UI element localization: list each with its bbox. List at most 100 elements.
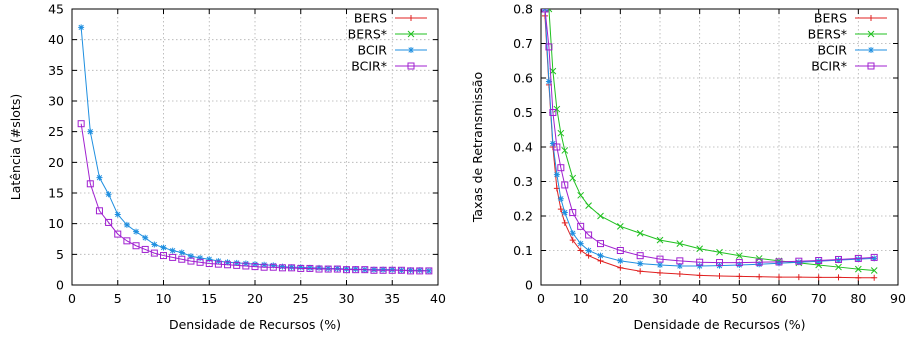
point-bcir	[325, 265, 332, 272]
point-bcir-star	[597, 240, 604, 248]
y-tick-label: 0.5	[513, 105, 533, 120]
legend-label: BCIR	[358, 43, 388, 58]
x-tick-label: 10	[156, 291, 172, 306]
point-bcir	[206, 256, 213, 263]
legend-label: BCIR*	[351, 59, 387, 74]
point-bers-star	[407, 30, 415, 38]
point-bcir	[855, 256, 862, 263]
point-bcir	[233, 259, 240, 266]
y-tick-label: 0.3	[513, 174, 533, 189]
y-axis-label: Taxas de Retransmissão	[470, 72, 485, 223]
point-bcir	[585, 247, 592, 254]
point-bcir-star	[370, 266, 378, 274]
point-bcir-star	[854, 254, 862, 262]
point-bcir	[343, 266, 350, 273]
point-bcir-star	[407, 267, 415, 275]
chart-left: Densidade de Recursos (%) Latência (#slo…	[8, 2, 446, 333]
legend-label: BERS*	[808, 27, 847, 42]
y-tick-label: 0.7	[513, 36, 533, 51]
point-bcir-star	[407, 62, 415, 70]
point-bers-star	[561, 147, 569, 154]
point-bcir	[114, 211, 121, 218]
point-bers-star	[553, 105, 561, 113]
point-bers-star	[735, 252, 743, 260]
y-tick-label: 0.2	[513, 209, 533, 224]
y-tick-label: 0.6	[513, 71, 533, 86]
point-bcir-star	[187, 257, 195, 265]
point-bcir-star	[86, 180, 94, 188]
point-bcir-star	[545, 43, 553, 51]
point-bcir	[96, 174, 103, 181]
point-bers	[871, 274, 878, 281]
point-bcir	[815, 258, 822, 265]
point-bcir-star	[755, 258, 763, 266]
point-bers	[637, 268, 644, 275]
point-bcir-star	[160, 252, 167, 260]
chart-right: Densidade de Recursos (%) Taxas de Retra…	[470, 2, 906, 333]
point-bcir	[334, 265, 341, 272]
x-tick-label: 30	[339, 291, 355, 306]
point-bcir	[370, 266, 377, 273]
x-tick-label: 20	[612, 291, 628, 306]
y-axis-label: Latência (#slots)	[8, 94, 23, 200]
point-bers-star	[597, 212, 604, 220]
point-bcir-star	[324, 265, 332, 273]
point-bcir-star	[553, 143, 561, 151]
point-bers	[868, 15, 874, 21]
point-bcir	[868, 47, 874, 53]
point-bcir-star	[577, 222, 585, 230]
point-bers-star	[636, 229, 644, 237]
point-bers	[835, 274, 842, 281]
point-bcir-star	[95, 207, 103, 215]
point-bcir-star	[735, 259, 743, 267]
point-bcir	[407, 267, 414, 274]
legend-label: BERS	[814, 11, 847, 26]
legend-label: BCIR*	[811, 59, 847, 74]
point-bers	[557, 206, 564, 213]
point-bcir	[133, 228, 140, 235]
x-tick-label: 35	[384, 291, 400, 306]
point-bcir-star	[416, 267, 424, 275]
point-bcir	[756, 261, 763, 268]
point-bcir-star	[379, 266, 387, 274]
point-bers	[617, 264, 624, 271]
point-bers-star	[696, 245, 704, 253]
point-bcir-star	[123, 237, 131, 245]
point-bcir-star	[233, 261, 241, 269]
point-bcir-star	[835, 255, 842, 263]
point-bers-star	[716, 248, 723, 256]
point-bcir-star	[716, 259, 723, 267]
point-bers-star	[835, 263, 842, 271]
point-bers	[657, 269, 663, 276]
point-bers-star	[616, 222, 624, 230]
point-bers-star	[867, 30, 875, 38]
point-bcir	[160, 244, 167, 251]
y-tick-label: 30	[48, 94, 64, 109]
point-bcir	[617, 257, 624, 264]
point-bers	[855, 274, 862, 281]
point-bcir	[178, 249, 185, 256]
x-tick-label: 20	[247, 291, 263, 306]
point-bcir-star	[105, 218, 113, 226]
point-bers	[577, 247, 584, 254]
point-bcir-star	[549, 109, 557, 116]
point-bcir-star	[775, 258, 783, 266]
point-bcir	[557, 195, 564, 202]
point-bcir-star	[676, 257, 684, 265]
point-bcir	[676, 263, 683, 270]
x-tick-label: 50	[731, 291, 747, 306]
legend-label: BCIR	[818, 43, 848, 58]
point-bers	[696, 272, 703, 279]
point-bcir-star	[297, 264, 305, 272]
point-bcir	[252, 261, 258, 268]
y-tick-label: 10	[48, 216, 64, 231]
x-axis-label: Densidade de Recursos (%)	[169, 317, 341, 332]
point-bcir-star	[333, 265, 341, 273]
point-bers-star	[870, 267, 878, 274]
point-bcir	[352, 266, 359, 273]
x-tick-label: 80	[850, 291, 866, 306]
point-bcir	[316, 264, 323, 271]
point-bcir	[297, 264, 304, 271]
y-tick-label: 0	[525, 278, 533, 293]
